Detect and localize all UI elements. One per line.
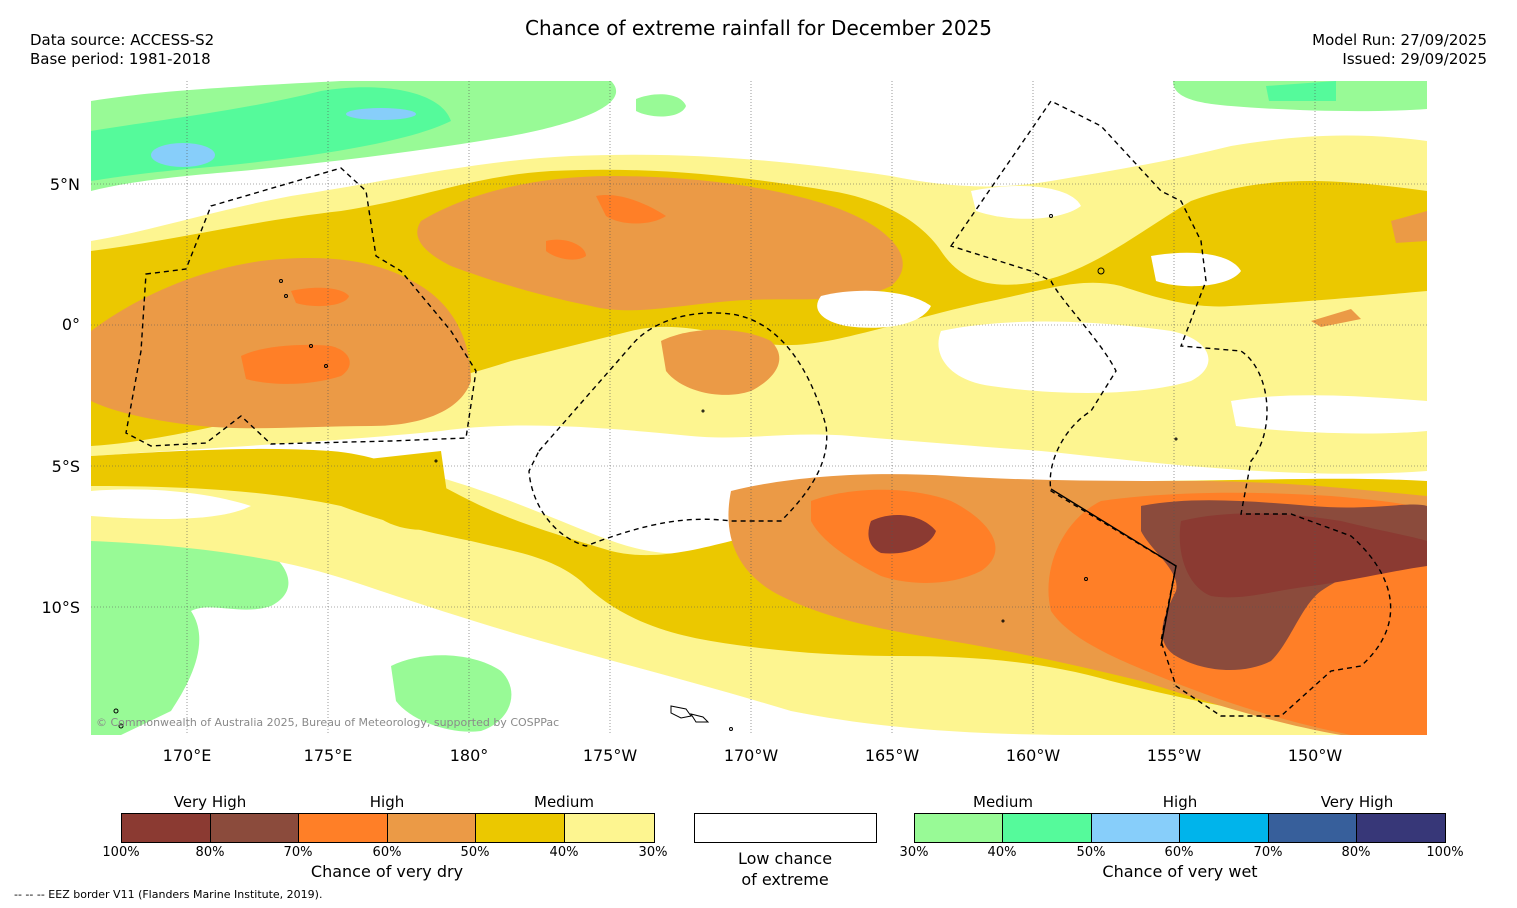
low-chance-hole-6: [91, 489, 251, 519]
lon-label-150w: 150°W: [1287, 746, 1343, 765]
wet-tick-30: 30%: [899, 845, 929, 860]
wet-swatch-5: [1269, 814, 1357, 842]
wet-swatch-1: [915, 814, 1003, 842]
eez-kiribati-gilbert: [125, 167, 477, 447]
low-chance-hole-5: [1231, 395, 1427, 434]
island-samoa: [670, 705, 710, 723]
lon-label-170e: 170°E: [162, 746, 212, 765]
dry-tick-100: 100%: [102, 845, 140, 860]
dry-region-north-central-high: [417, 176, 903, 311]
dry-level-high: High: [369, 793, 405, 811]
low-chance-hole-2: [938, 321, 1209, 393]
lat-label-5s: 5°S: [51, 457, 80, 476]
dry-swatch-3: [299, 814, 388, 842]
dry-tick-50: 50%: [460, 845, 490, 860]
model-run-info: Model Run: 27/09/2025 Issued: 29/09/2025: [1312, 31, 1487, 69]
dry-region-west-orange: [241, 344, 350, 384]
wet-level-very-high: Very High: [1320, 793, 1394, 811]
dry-region-west-high: [91, 258, 471, 429]
base-period: Base period: 1981-2018: [30, 50, 211, 68]
low-chance-hole-4: [1151, 252, 1241, 287]
eez-line-islands: [949, 100, 1392, 717]
low-chance-line1: Low chance: [737, 849, 833, 868]
dry-caption: Chance of very dry: [310, 862, 464, 881]
wet-swatch-2: [1003, 814, 1092, 842]
wet-colorbar: [914, 813, 1446, 843]
lon-label-175e: 175°E: [303, 746, 353, 765]
low-chance-caption: Low chance of extreme: [685, 848, 885, 890]
lon-label-160w: 160°W: [1005, 746, 1061, 765]
wet-swatch-4: [1180, 814, 1269, 842]
wet-tick-80: 80%: [1341, 845, 1371, 860]
dry-region-east-high: [1311, 309, 1361, 327]
low-chance-line2: of extreme: [741, 870, 829, 889]
dry-swatch-4: [388, 814, 476, 842]
dry-swatch-6: [565, 814, 654, 842]
map-gridlines: [91, 81, 1427, 735]
dry-region-north-orange: [596, 195, 666, 224]
lon-label-170w: 170°W: [723, 746, 779, 765]
low-chance-hole-1: [817, 290, 931, 328]
eez-phoenix: [528, 312, 828, 547]
model-run: Model Run: 27/09/2025: [1312, 31, 1487, 49]
eez-solid-boundary: [1050, 488, 1177, 647]
wet-tick-40: 40%: [987, 845, 1017, 860]
dry-region-central-high: [661, 329, 780, 395]
lon-label-180: 180°: [449, 746, 489, 765]
dry-level-medium: Medium: [534, 793, 594, 811]
wet-high-patch-1: [151, 143, 215, 167]
lon-label-155w: 155°W: [1146, 746, 1202, 765]
issued-date: Issued: 29/09/2025: [1342, 50, 1487, 68]
dry-swatch-1: [122, 814, 211, 842]
copyright-notice: © Commonwealth of Australia 2025, Bureau…: [96, 716, 560, 729]
lat-label-10s: 10°S: [41, 598, 80, 617]
dry-colorbar: [121, 813, 655, 843]
wet-region-south-west: [91, 511, 289, 735]
wet-swatch-3: [1092, 814, 1180, 842]
rainfall-map-svg: [91, 81, 1427, 735]
lon-label-175w: 175°W: [582, 746, 638, 765]
wet-high-patch-2: [346, 108, 416, 120]
wet-caption: Chance of very wet: [1102, 862, 1258, 881]
wet-level-high: High: [1162, 793, 1198, 811]
wet-tick-50: 50%: [1076, 845, 1106, 860]
map-title: Chance of extreme rainfall for December …: [524, 16, 993, 40]
wet-region-south-central: [391, 655, 512, 732]
eez-border-note: -- -- -- EEZ border V11 (Flanders Marine…: [14, 888, 323, 901]
wet-tick-100: 100%: [1426, 845, 1464, 860]
eez-borders: [125, 100, 1392, 717]
dry-swatch-5: [476, 814, 565, 842]
wet-swatch-6: [1357, 814, 1445, 842]
dry-region-east-high-2: [1391, 211, 1427, 243]
low-chance-hole-3: [971, 186, 1081, 219]
wet-tick-70: 70%: [1253, 845, 1283, 860]
wet-core-north-east: [1266, 81, 1336, 101]
dry-west-medium-patch: [351, 451, 451, 530]
dry-tick-80: 80%: [195, 845, 225, 860]
low-chance-swatch: [694, 813, 877, 843]
dry-region-brown-3: [1179, 513, 1427, 598]
data-source-info: Data source: ACCESS-S2 Base period: 1981…: [30, 31, 214, 69]
wet-level-medium: Medium: [973, 793, 1033, 811]
dry-swatch-2: [211, 814, 299, 842]
lat-label-0: 0°: [61, 315, 80, 334]
dry-region-west-orange-2: [291, 287, 349, 307]
dry-tick-70: 70%: [283, 845, 313, 860]
wet-tick-60: 60%: [1164, 845, 1194, 860]
data-source: Data source: ACCESS-S2: [30, 31, 215, 49]
dry-tick-30: 30%: [638, 845, 668, 860]
dry-tick-60: 60%: [372, 845, 402, 860]
lon-label-165w: 165°W: [864, 746, 920, 765]
dry-level-very-high: Very High: [173, 793, 247, 811]
dry-region-brown-2: [868, 515, 936, 554]
islands: [113, 214, 1178, 731]
wet-patch-small: [636, 94, 686, 117]
dry-region-north-orange-2: [546, 239, 586, 260]
rainfall-map: [91, 81, 1427, 735]
lat-label-5n: 5°N: [49, 175, 80, 194]
dry-tick-40: 40%: [549, 845, 579, 860]
